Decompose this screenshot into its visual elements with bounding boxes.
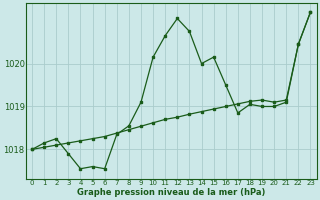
X-axis label: Graphe pression niveau de la mer (hPa): Graphe pression niveau de la mer (hPa) [77, 188, 266, 197]
